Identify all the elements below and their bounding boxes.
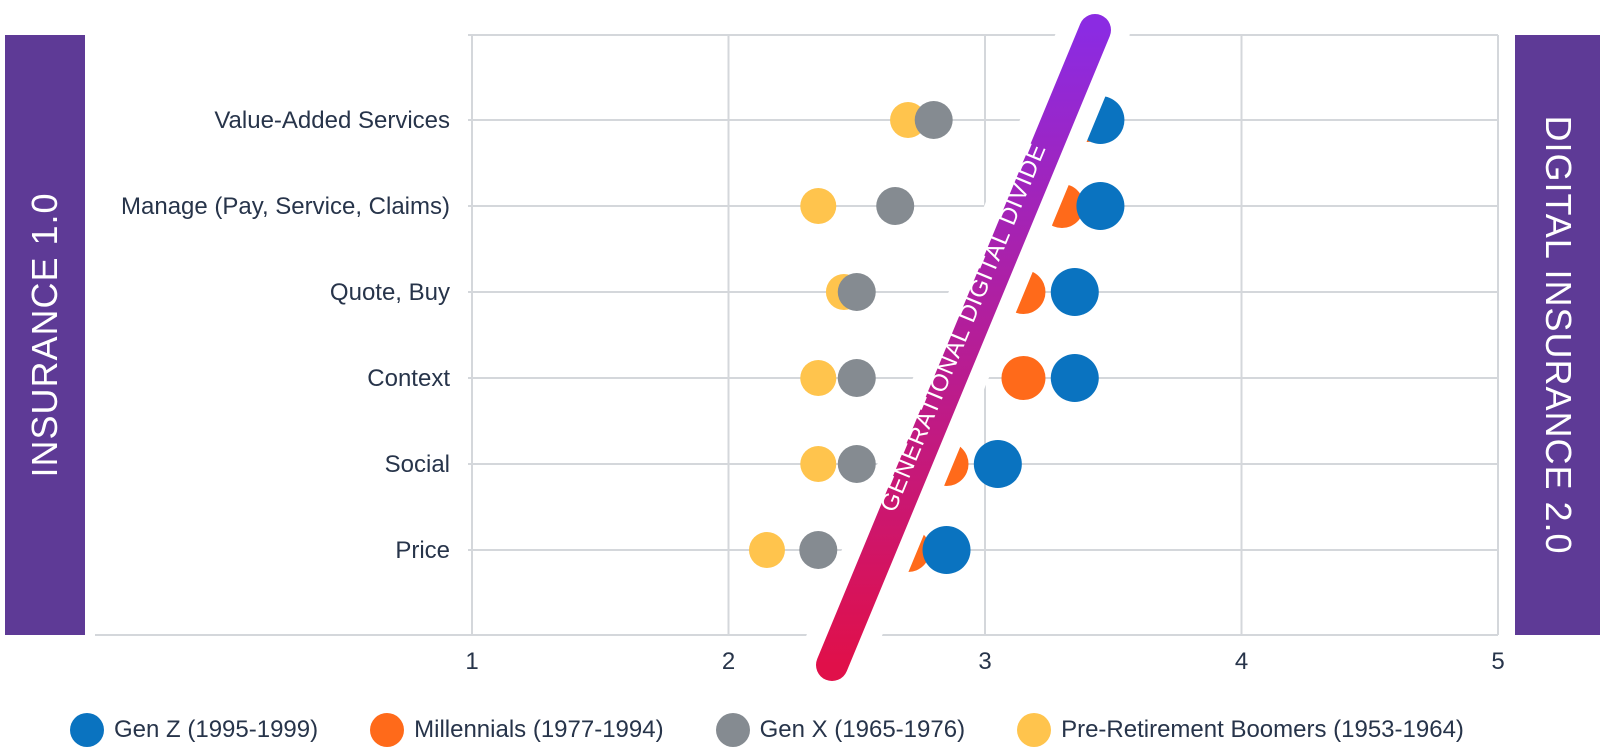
legend-label: Millennials (1977-1994) (414, 716, 664, 743)
x-tick-label: 3 (978, 648, 991, 675)
legend-label: Gen X (1965-1976) (759, 716, 966, 743)
category-label: Quote, Buy (330, 279, 450, 306)
category-label: Context (367, 365, 450, 392)
data-point-series-2-row-1 (876, 187, 915, 225)
legend-item: Gen X (1965-1976) (715, 713, 966, 747)
data-point-series-3-row-3 (800, 360, 837, 396)
legend-swatch (70, 713, 104, 747)
data-point-series-2-row-3 (837, 359, 876, 397)
category-label: Social (385, 451, 450, 478)
x-tick-label: 2 (722, 648, 735, 675)
data-point-series-2-row-4 (837, 445, 876, 483)
divide-band (816, 14, 1111, 681)
data-point-series-2-row-0 (914, 101, 953, 139)
digital-insurance-2-panel: DIGITAL INSURANCE 2.0 (1515, 35, 1600, 635)
data-point-series-3-row-4 (800, 446, 837, 482)
axis-labels: 1 2 3 4 5 Value-Added Services Manage (Pay, Se… (121, 107, 1505, 675)
x-tick-label: 4 (1235, 648, 1248, 675)
data-point-series-0-row-2 (1050, 268, 1099, 316)
category-label: Value-Added Services (214, 107, 450, 134)
legend-label: Pre-Retirement Boomers (1953-1964) (1061, 716, 1464, 743)
legend-item: Pre-Retirement Boomers (1953-1964) (1017, 713, 1464, 747)
legend-swatch (1017, 713, 1052, 747)
legend-item: Gen Z (1995-1999) (70, 713, 318, 747)
category-label: Manage (Pay, Service, Claims) (121, 193, 450, 220)
data-point-series-2-row-2 (837, 273, 876, 311)
insurance-1-panel: INSURANCE 1.0 (5, 35, 85, 635)
data-point-series-3-row-1 (800, 188, 837, 224)
data-point-series-0-row-5 (922, 526, 971, 574)
data-point-series-2-row-5 (799, 531, 838, 569)
data-point-series-0-row-3 (1050, 354, 1099, 402)
dot-plot-chart: GENERATIONAL DIGITAL DIVIDE 1 2 3 4 5 Value-A… (95, 0, 1505, 700)
legend-item: Millennials (1977-1994) (370, 713, 664, 747)
data-point-series-1-row-3 (1001, 356, 1046, 400)
x-tick-label: 1 (465, 648, 478, 675)
x-tick-label: 5 (1491, 648, 1504, 675)
digital-divide-band: GENERATIONAL DIGITAL DIVIDE (797, 0, 1130, 700)
legend-label: Gen Z (1995-1999) (114, 716, 319, 743)
data-point-series-0-row-1 (1076, 182, 1125, 230)
legend: Gen Z (1995-1999) Millennials (1977-1994)… (70, 712, 1560, 748)
data-point-series-3-row-5 (748, 532, 785, 568)
legend-swatch (715, 713, 750, 747)
legend-swatch (370, 713, 405, 747)
category-label: Price (395, 537, 450, 564)
data-point-series-0-row-4 (973, 440, 1022, 488)
